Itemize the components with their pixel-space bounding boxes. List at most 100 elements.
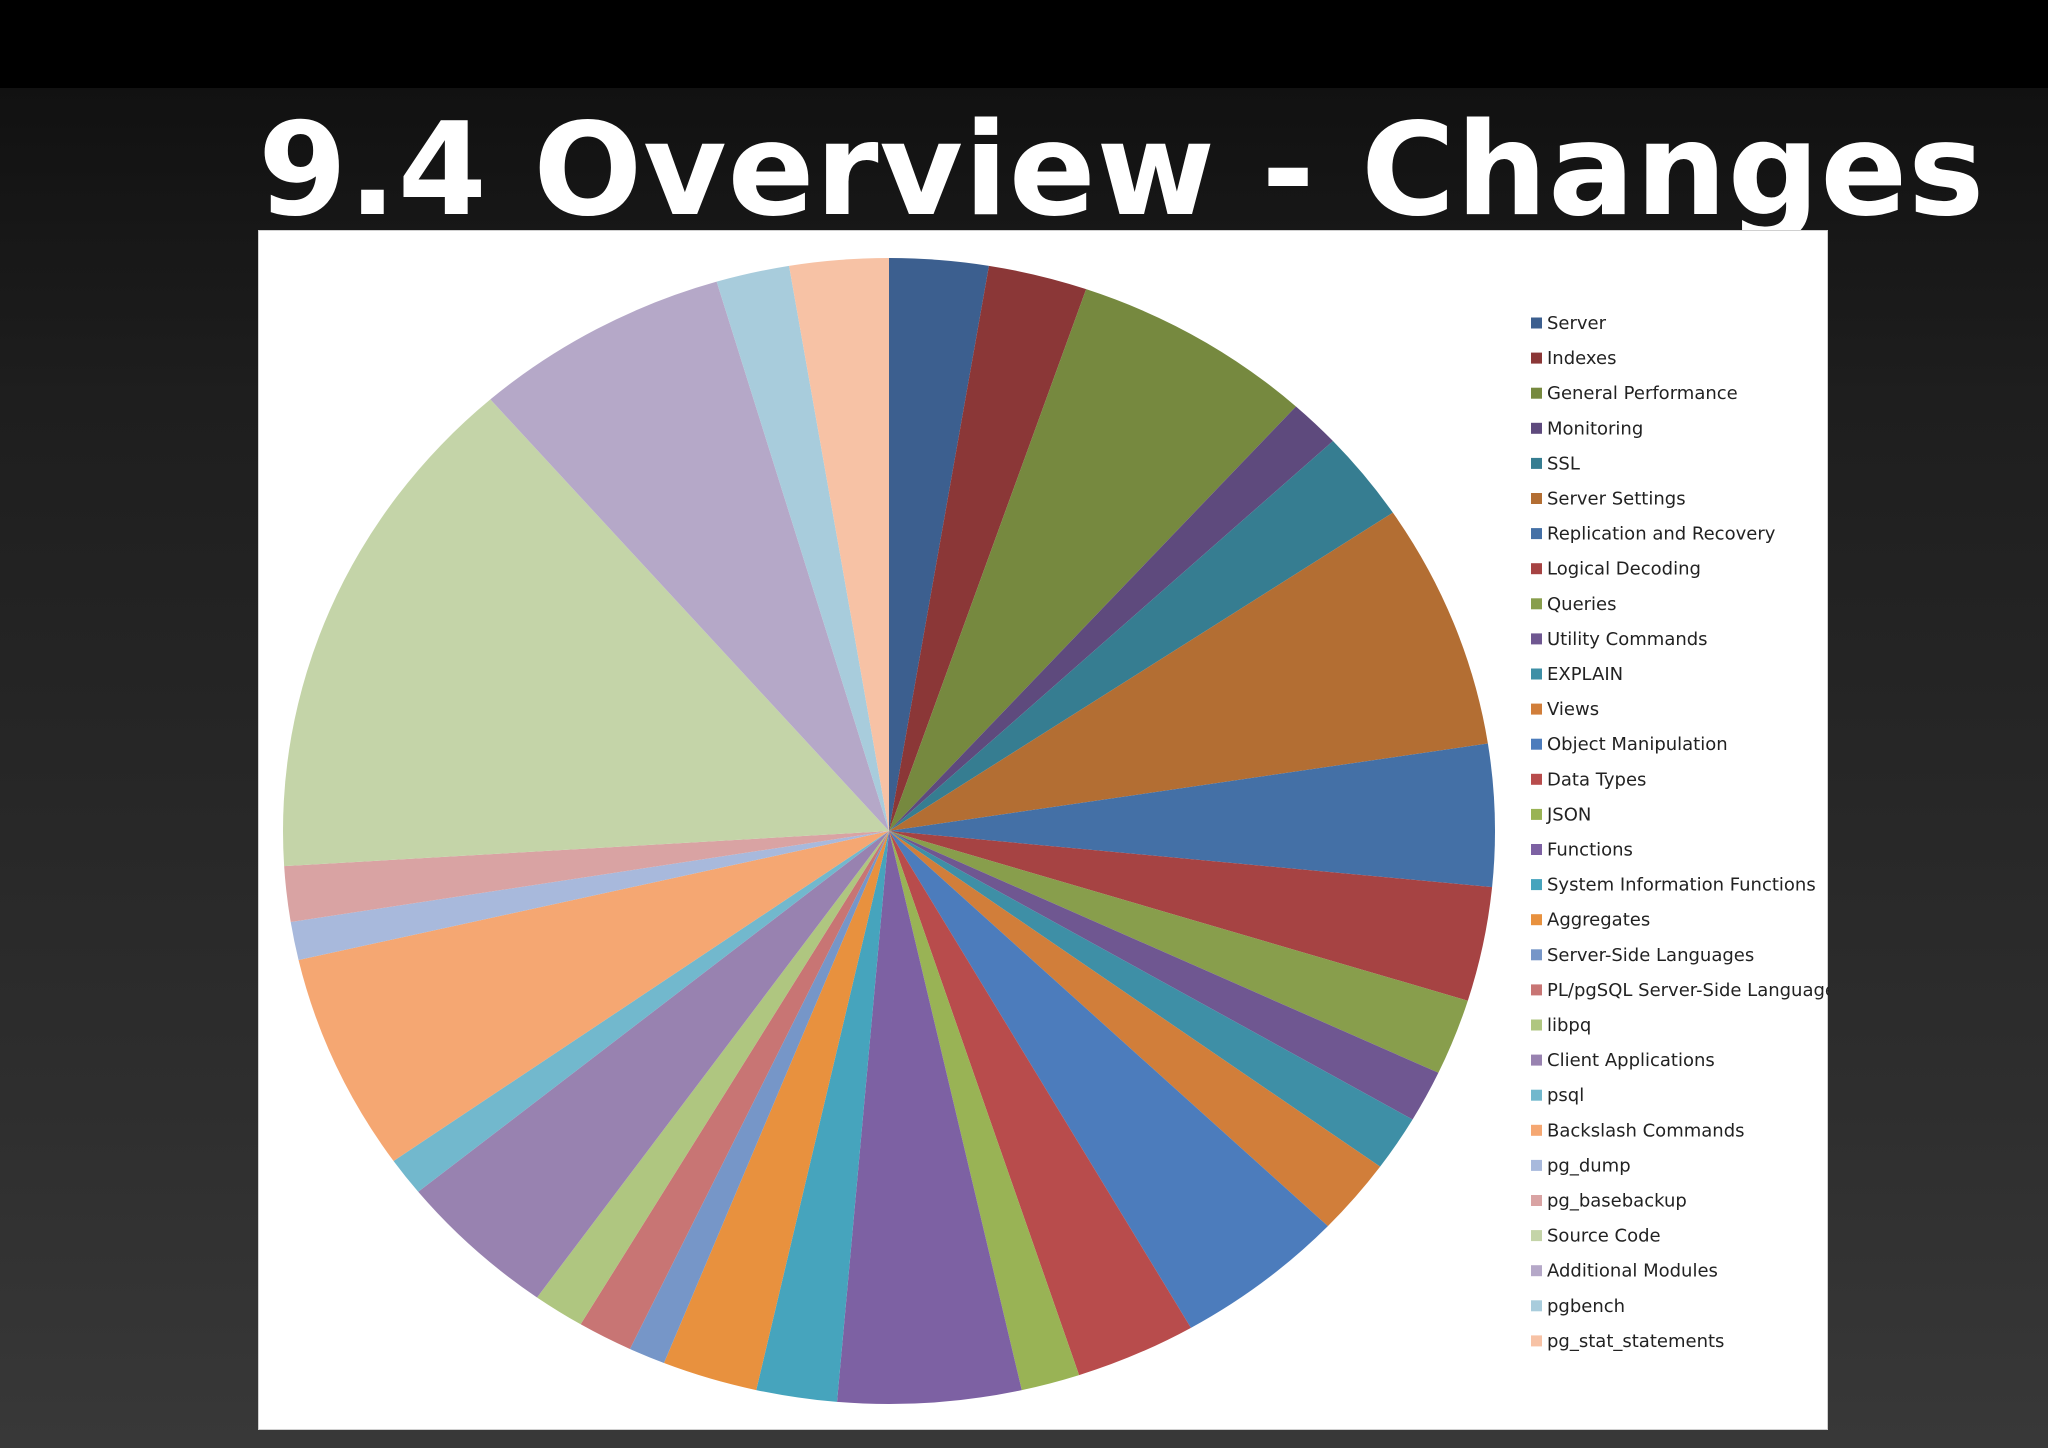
legend-swatch [1531, 317, 1542, 329]
legend-item-ssl: SSL [1531, 453, 1580, 474]
legend-swatch [1531, 1230, 1542, 1242]
legend-item-functions: Functions [1531, 840, 1633, 861]
legend-item-json: JSON [1531, 804, 1591, 825]
legend-item-pg-stat-statements: pg_stat_statements [1531, 1331, 1724, 1352]
pie-slice-explain [889, 831, 1413, 1167]
legend-swatch [1531, 387, 1542, 399]
legend-label: pgbench [1547, 1296, 1625, 1317]
pie-slice-functions [837, 831, 1022, 1405]
legend-item-aggregates: Aggregates [1531, 910, 1650, 931]
legend-swatch [1531, 633, 1542, 645]
legend-swatch [1531, 1335, 1542, 1347]
legend-swatch [1531, 352, 1542, 364]
legend-swatch [1531, 808, 1542, 820]
slide-title: 9.4 Overview - Changes [258, 96, 1986, 245]
pie-slice-source-code [282, 399, 889, 867]
legend-label: Indexes [1547, 348, 1616, 369]
legend-item-libpq: libpq [1531, 1015, 1591, 1036]
legend-swatch [1531, 773, 1542, 785]
pie-slice-server-side-languages [629, 831, 889, 1364]
legend-swatch [1531, 493, 1542, 504]
legend-item-views: Views [1531, 699, 1599, 720]
legend-swatch [1531, 563, 1542, 575]
legend-item-pg-dump: pg_dump [1531, 1155, 1631, 1176]
legend-label: Queries [1547, 594, 1617, 615]
legend-swatch [1531, 528, 1542, 540]
legend-item-psql: psql [1531, 1085, 1584, 1106]
pie-slice-system-information-functions [756, 831, 889, 1402]
legend-item-backslash-commands: Backslash Commands [1531, 1120, 1745, 1141]
legend-label: Data Types [1547, 769, 1646, 790]
legend-label: Source Code [1547, 1226, 1661, 1247]
legend-item-utility-commands: Utility Commands [1531, 629, 1708, 650]
legend-swatch [1531, 984, 1542, 996]
legend-swatch [1531, 598, 1542, 610]
legend-label: PL/pgSQL Server-Side Language [1547, 980, 1829, 1001]
legend-label: Replication and Recovery [1547, 524, 1776, 545]
legend-label: psql [1547, 1085, 1584, 1106]
legend-item-replication-and-recovery: Replication and Recovery [1531, 524, 1776, 545]
legend-item-indexes: Indexes [1531, 348, 1616, 369]
legend-label: Logical Decoding [1547, 559, 1701, 580]
legend-label: pg_basebackup [1547, 1191, 1687, 1212]
legend-swatch [1531, 1195, 1542, 1206]
legend-label: Client Applications [1547, 1050, 1715, 1071]
legend-label: System Information Functions [1547, 875, 1816, 896]
pie-slice-ssl [889, 441, 1393, 831]
legend-swatch [1531, 1159, 1542, 1171]
legend-label: pg_dump [1547, 1155, 1631, 1176]
pie-slice-data-types [889, 831, 1191, 1376]
legend-label: Functions [1547, 840, 1633, 861]
legend-label: Monitoring [1547, 418, 1643, 439]
pie-slice-general-performance [889, 289, 1296, 831]
legend-label: Views [1547, 699, 1599, 720]
legend-label: General Performance [1547, 383, 1738, 404]
legend-item-pg-basebackup: pg_basebackup [1531, 1191, 1687, 1212]
pie-slice-object-manipulation [889, 831, 1328, 1328]
pie-slice-replication-and-recovery [889, 743, 1495, 888]
pie-slice-queries [889, 831, 1468, 1073]
legend-swatch [1531, 1300, 1542, 1312]
pie-slice-server [889, 258, 989, 831]
pie-slice-pgbench [716, 265, 889, 832]
legend-item-additional-modules: Additional Modules [1531, 1261, 1718, 1282]
legend-item-queries: Queries [1531, 594, 1617, 615]
pie-slice-server-settings [889, 512, 1488, 831]
legend-label: JSON [1546, 804, 1591, 825]
legend-swatch [1531, 1054, 1542, 1066]
legend-item-client-applications: Client Applications [1531, 1050, 1715, 1071]
legend-swatch [1531, 457, 1542, 469]
legend-swatch [1531, 738, 1542, 750]
legend-label: Aggregates [1547, 910, 1650, 931]
legend-label: Backslash Commands [1547, 1120, 1745, 1141]
legend-swatch [1531, 1265, 1542, 1277]
legend-item-explain: EXPLAIN [1531, 664, 1623, 685]
pie-slice-json [889, 831, 1080, 1391]
pie-slices [282, 258, 1495, 1405]
legend-swatch [1531, 422, 1542, 434]
pie-slice-pg-basebackup [284, 831, 889, 923]
legend-swatch [1531, 1019, 1542, 1031]
legend-item-monitoring: Monitoring [1531, 418, 1643, 439]
legend-item-server-settings: Server Settings [1531, 489, 1686, 510]
legend-swatch [1531, 844, 1542, 855]
pie-slice-psql [393, 831, 889, 1192]
legend-label: libpq [1547, 1015, 1591, 1036]
legend-item-object-manipulation: Object Manipulation [1531, 734, 1728, 755]
pie-slice-views [889, 831, 1381, 1227]
pie-slice-utility-commands [889, 831, 1439, 1120]
legend-label: Server Settings [1547, 489, 1686, 510]
legend-item-logical-decoding: Logical Decoding [1531, 559, 1701, 580]
legend-swatch [1531, 668, 1542, 680]
pie-slice-pl-pgsql-server-side-language [580, 831, 889, 1349]
legend-label: Server [1547, 313, 1607, 334]
pie-slice-libpq [537, 831, 889, 1325]
legend-swatch [1531, 949, 1542, 961]
pie-chart: Server Indexes General Performance Monitori… [282, 258, 1829, 1405]
pie-slice-pg-dump [290, 831, 889, 960]
legend-swatch [1531, 1089, 1542, 1101]
pie-slice-logical-decoding [889, 831, 1493, 1001]
chart-panel: Server Indexes General Performance Monitori… [258, 230, 1829, 1430]
legend-item-source-code: Source Code [1531, 1226, 1661, 1247]
legend-item-server: Server [1531, 313, 1607, 334]
